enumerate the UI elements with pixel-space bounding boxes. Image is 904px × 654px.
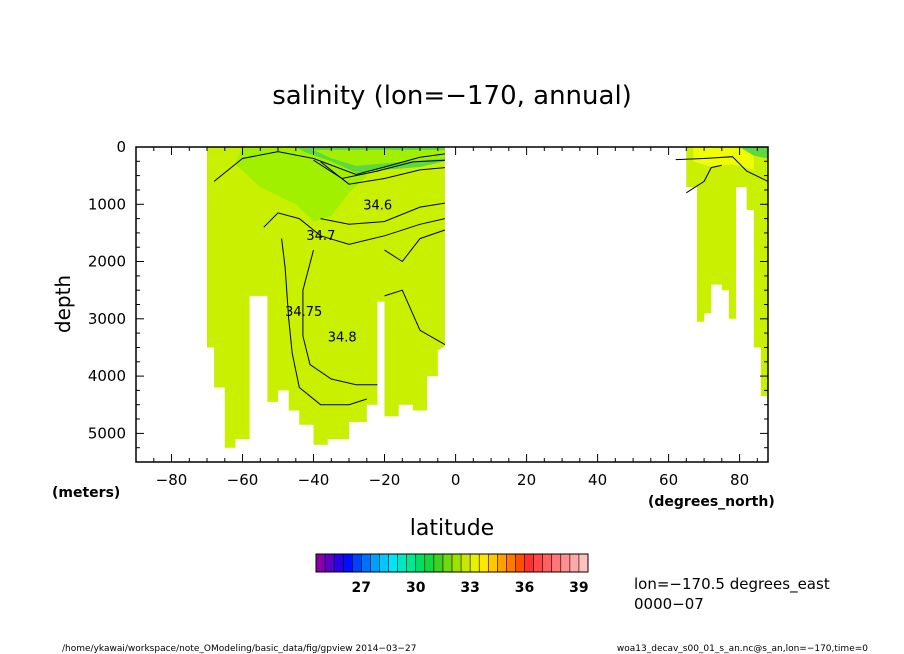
y-axis: 0 1000 2000 3000 4000 5000 xyxy=(88,138,768,463)
y-axis-label: depth xyxy=(51,275,75,333)
colorbar-tick-label: 33 xyxy=(460,580,479,596)
colorbar-swatch xyxy=(542,554,553,572)
colorbar-swatch xyxy=(569,554,580,572)
south-pacific-section xyxy=(207,147,445,448)
contour-layer: 34.6 34.7 34.75 34.8 xyxy=(213,151,768,406)
colorbar-swatch xyxy=(560,554,571,572)
x-axis: −80 −60 −40 −20 0 20 40 60 80 xyxy=(135,147,758,489)
colorbar: 27 30 33 36 39 xyxy=(315,553,589,596)
north-pacific-section xyxy=(686,147,768,397)
colorbar-swatch xyxy=(479,554,489,572)
contour-line xyxy=(320,202,445,225)
contour-line xyxy=(384,289,446,346)
longitude-annotation: lon=−170.5 degrees_east xyxy=(634,575,830,594)
y-tick-label: 1000 xyxy=(88,195,126,213)
x-tick-label: −80 xyxy=(156,471,188,489)
colorbar-swatch xyxy=(370,554,380,572)
colorbar-swatch xyxy=(433,554,444,572)
colorbar-swatch xyxy=(334,554,344,572)
time-annotation: 0000−07 xyxy=(634,595,704,613)
contour-line xyxy=(302,249,378,386)
y-tick-label: 4000 xyxy=(88,367,126,385)
contour-line xyxy=(320,161,445,185)
x-tick-label: 80 xyxy=(730,471,749,489)
colorbar-swatch xyxy=(488,554,498,572)
surface-light-green xyxy=(313,149,445,166)
colorbar-swatch xyxy=(397,554,407,572)
x-tick-label: −40 xyxy=(298,471,330,489)
colorbar-swatch xyxy=(533,554,543,572)
salinity-fill-layer xyxy=(207,147,768,448)
contour-line xyxy=(263,212,446,245)
contour-line xyxy=(384,229,446,263)
colorbar-swatch xyxy=(452,554,462,572)
colorbar-swatch xyxy=(388,554,398,572)
colorbar-swatch xyxy=(361,554,371,572)
colorbar-swatch xyxy=(352,554,362,572)
y-tick-label: 3000 xyxy=(88,310,126,328)
colorbar-swatch xyxy=(325,554,335,572)
x-tick-label: −60 xyxy=(227,471,259,489)
upper-green-region xyxy=(235,147,367,222)
colorbar-swatch xyxy=(442,554,453,572)
footer-source: woa13_decav_s00_01_s_an.nc@s_an,lon=−170… xyxy=(617,644,868,654)
contour-label: 34.7 xyxy=(306,229,335,244)
colorbar-swatch xyxy=(506,554,516,572)
contour-label: 34.6 xyxy=(363,198,392,213)
y-tick-label: 5000 xyxy=(88,424,126,442)
colorbar-swatch xyxy=(461,554,471,572)
y-tick-label: 2000 xyxy=(88,253,126,271)
colorbar-swatch xyxy=(515,554,525,572)
colorbar-swatch xyxy=(470,554,480,572)
x-axis-label: latitude xyxy=(410,516,494,541)
colorbar-frame xyxy=(315,553,589,573)
colorbar-swatch xyxy=(415,554,426,572)
colorbar-swatch xyxy=(524,554,534,572)
contour-line xyxy=(281,238,367,406)
colorbar-swatch xyxy=(551,554,562,572)
contour-line xyxy=(313,159,445,180)
colorbar-swatch xyxy=(379,554,389,572)
contour-label: 34.75 xyxy=(285,305,322,320)
colorbar-tick-label: 39 xyxy=(569,580,588,596)
x-tick-label: 20 xyxy=(517,471,536,489)
colorbar-tick-label: 30 xyxy=(406,580,426,596)
contour-line xyxy=(675,156,768,182)
north-surface-yellow xyxy=(693,147,754,170)
colorbar-swatch xyxy=(343,554,353,572)
colorbar-swatch xyxy=(578,554,589,572)
colorbar-swatch xyxy=(406,554,417,572)
footer-path: /home/ykawai/workspace/note_OModeling/ba… xyxy=(62,644,416,654)
x-tick-label: 0 xyxy=(451,471,461,489)
x-tick-label: −20 xyxy=(369,471,401,489)
colorbar-tick-label: 36 xyxy=(515,580,534,596)
contour-line xyxy=(213,151,445,182)
y-axis-units: (meters) xyxy=(52,485,120,501)
colorbar-swatch xyxy=(497,554,507,572)
x-tick-label: 40 xyxy=(588,471,607,489)
north-surface-green xyxy=(739,147,768,159)
contour-line xyxy=(686,164,722,194)
x-axis-units: (degrees_north) xyxy=(648,494,775,510)
y-tick-label: 0 xyxy=(116,138,126,156)
x-tick-label: 60 xyxy=(659,471,678,489)
colorbar-swatch xyxy=(316,554,326,572)
colorbar-tick-label: 27 xyxy=(352,580,371,596)
colorbar-swatch xyxy=(424,554,435,572)
chart-title: salinity (lon=−170, annual) xyxy=(272,81,632,111)
contour-label: 34.8 xyxy=(328,331,357,346)
